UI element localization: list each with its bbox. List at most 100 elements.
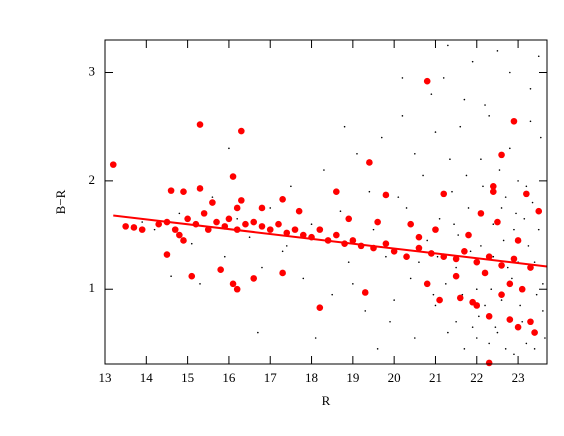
point <box>542 310 544 312</box>
point <box>163 251 171 258</box>
point <box>510 255 518 263</box>
point <box>457 234 459 236</box>
point <box>490 288 493 291</box>
point <box>257 331 259 334</box>
point <box>290 185 292 188</box>
point <box>525 185 528 188</box>
point <box>233 285 241 293</box>
point <box>356 152 358 155</box>
point <box>533 348 536 350</box>
point <box>213 218 220 226</box>
point <box>430 93 433 95</box>
point <box>456 294 464 302</box>
point <box>506 316 514 323</box>
point <box>527 264 534 271</box>
point <box>349 237 357 244</box>
point <box>180 237 187 244</box>
point <box>199 283 201 285</box>
point <box>436 296 443 304</box>
point <box>496 331 499 334</box>
point <box>506 266 509 269</box>
point <box>204 226 212 233</box>
point <box>401 115 404 117</box>
point <box>242 220 249 228</box>
point <box>366 159 373 166</box>
x-tick-label: 18 <box>305 370 318 385</box>
point <box>397 196 400 198</box>
x-tick-label: 15 <box>181 370 194 385</box>
point <box>455 320 457 323</box>
point <box>155 220 163 228</box>
point <box>316 226 324 233</box>
point <box>225 215 233 223</box>
point <box>527 245 530 247</box>
point <box>418 261 420 263</box>
point <box>426 239 429 242</box>
point <box>494 218 501 226</box>
point <box>494 326 497 328</box>
point <box>283 229 291 237</box>
point <box>229 280 237 288</box>
point <box>444 283 447 285</box>
point <box>250 218 258 226</box>
point <box>485 253 493 261</box>
point <box>509 147 511 150</box>
point <box>180 188 187 196</box>
point <box>480 245 482 247</box>
point <box>498 169 501 171</box>
point <box>471 326 474 328</box>
point <box>176 231 183 239</box>
point <box>401 77 404 79</box>
point <box>459 125 462 128</box>
point <box>463 348 466 350</box>
point <box>261 266 263 269</box>
point <box>314 337 317 339</box>
point <box>498 151 505 159</box>
point <box>498 262 505 269</box>
point <box>415 244 423 252</box>
point <box>141 221 143 223</box>
point <box>414 337 416 339</box>
point <box>403 253 410 261</box>
x-tick-label: 23 <box>512 370 525 385</box>
point <box>525 342 528 345</box>
point <box>364 310 367 312</box>
point <box>229 173 237 180</box>
point <box>343 125 346 128</box>
point <box>233 204 241 212</box>
point <box>492 223 495 226</box>
point <box>415 233 423 241</box>
point <box>333 188 340 196</box>
point <box>432 226 439 233</box>
point <box>440 190 448 198</box>
point <box>504 196 507 198</box>
point <box>109 161 117 168</box>
point <box>537 228 540 231</box>
point <box>279 269 286 277</box>
x-axis-label: R <box>322 393 331 408</box>
point <box>352 283 354 285</box>
point <box>291 226 299 233</box>
point <box>523 190 530 198</box>
point <box>447 331 449 334</box>
point <box>432 293 435 296</box>
point <box>465 231 472 239</box>
y-tick-label: 2 <box>89 172 96 187</box>
point <box>489 182 497 190</box>
point <box>138 226 146 233</box>
point <box>469 298 476 306</box>
point <box>275 220 282 228</box>
point <box>451 190 453 193</box>
point <box>385 255 387 258</box>
point <box>535 207 543 215</box>
point <box>452 272 460 280</box>
x-tick-label: 19 <box>346 370 359 385</box>
point <box>488 342 490 345</box>
point <box>537 55 540 58</box>
x-tick-label: 20 <box>388 370 401 385</box>
point <box>449 158 451 160</box>
point <box>196 121 204 128</box>
point <box>279 195 286 203</box>
y-tick-label: 1 <box>89 280 96 295</box>
